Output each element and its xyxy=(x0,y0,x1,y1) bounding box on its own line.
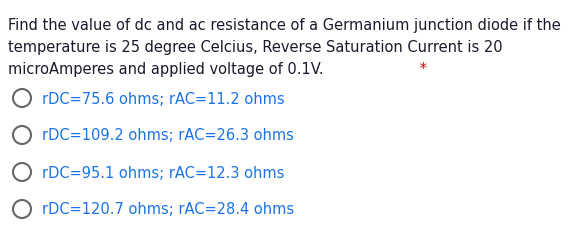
Text: rDC=109.2 ohms; rAC=26.3 ohms: rDC=109.2 ohms; rAC=26.3 ohms xyxy=(42,128,294,143)
Text: *: * xyxy=(415,62,427,77)
Text: microAmperes and applied voltage of 0.1V.: microAmperes and applied voltage of 0.1V… xyxy=(8,62,324,77)
Text: temperature is 25 degree Celcius, Reverse Saturation Current is 20: temperature is 25 degree Celcius, Revers… xyxy=(8,40,502,55)
Text: rDC=95.1 ohms; rAC=12.3 ohms: rDC=95.1 ohms; rAC=12.3 ohms xyxy=(42,165,284,180)
Text: rDC=75.6 ohms; rAC=11.2 ohms: rDC=75.6 ohms; rAC=11.2 ohms xyxy=(42,91,284,106)
Text: Find the value of dc and ac resistance of a Germanium junction diode if the: Find the value of dc and ac resistance o… xyxy=(8,18,561,33)
Text: rDC=120.7 ohms; rAC=28.4 ohms: rDC=120.7 ohms; rAC=28.4 ohms xyxy=(42,202,294,217)
